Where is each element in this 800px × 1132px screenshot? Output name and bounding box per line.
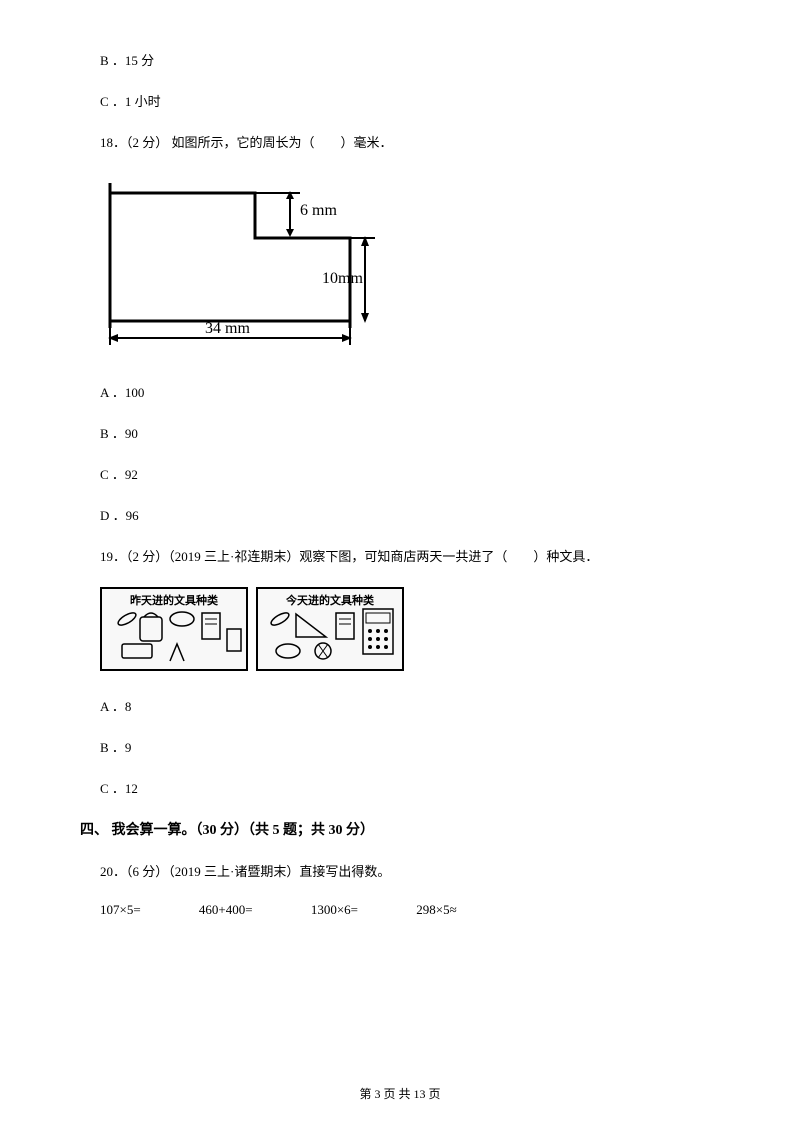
calc-row: 107×5= 460+400= 1300×6= 298×5≈ [80,902,720,918]
option-text: B ．90 [100,426,138,441]
option-text: C ．1 小时 [100,94,161,109]
label-10mm: 10mm [322,270,363,287]
footer-text: 第 3 页 共 13 页 [359,1087,440,1101]
question-text: 18．（2 分） 如图所示，它的周长为（ ）毫米． [100,135,393,150]
option-text: D ．96 [100,508,139,523]
option-text: B ．9 [100,740,131,755]
question-18: 18．（2 分） 如图所示，它的周长为（ ）毫米． [80,132,720,151]
q18-option-a: A ．100 [80,382,720,401]
q18-option-c: C ．92 [80,464,720,483]
calc-4: 298×5≈ [416,902,456,918]
calc-2: 460+400= [199,902,253,918]
figure-shape-q18: 6 mm 10mm 34 mm [100,173,720,357]
calc-1: 107×5= [100,902,141,918]
question-20: 20．（6 分）（2019 三上·诸暨期末）直接写出得数。 [80,861,720,880]
question-text: 20．（6 分）（2019 三上·诸暨期末）直接写出得数。 [100,864,390,879]
label-34mm: 34 mm [205,320,250,337]
q19-option-a: A ．8 [80,696,720,715]
option-text: A ．8 [100,699,131,714]
section-4-header: 四、 我会算一算。（30 分）（共 5 题；共 30 分） [80,819,720,839]
box-today: 今天进的文具种类 [256,587,404,671]
question-19: 19．（2 分）（2019 三上·祁连期末）观察下图，可知商店两天一共进了（ ）… [80,546,720,565]
box-yesterday: 昨天进的文具种类 [100,587,248,671]
q19-option-c: C ．12 [80,778,720,797]
label-6mm: 6 mm [300,202,337,219]
option-text: C ．92 [100,467,138,482]
figure-boxes-q19: 昨天进的文具种类 今天进的文具种类 [100,587,720,671]
q18-option-b: B ．90 [80,423,720,442]
option-text: A ．100 [100,385,144,400]
option-text: B ．15 分 [100,53,154,68]
option-c-1hour: C ．1 小时 [80,91,720,110]
option-text: C ．12 [100,781,138,796]
calc-3: 1300×6= [311,902,358,918]
q18-option-d: D ．96 [80,505,720,524]
section-text: 四、 我会算一算。（30 分）（共 5 题；共 30 分） [80,823,374,838]
question-text: 19．（2 分）（2019 三上·祁连期末）观察下图，可知商店两天一共进了（ ）… [100,549,598,564]
q19-option-b: B ．9 [80,737,720,756]
page-footer: 第 3 页 共 13 页 [0,1085,800,1102]
option-b-15min: B ．15 分 [80,50,720,69]
